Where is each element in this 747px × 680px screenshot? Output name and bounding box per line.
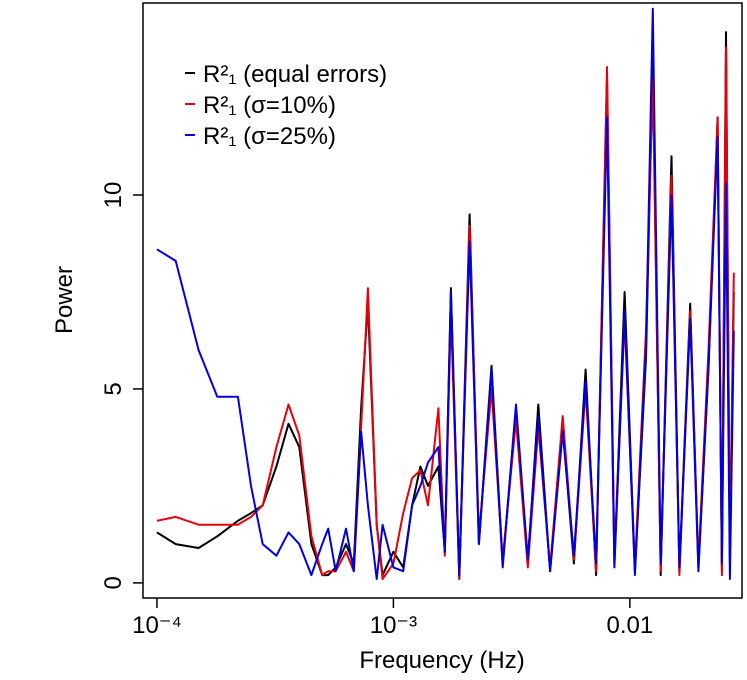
x-axis-label: Frequency (Hz) (359, 647, 524, 674)
legend-label: R²₁ (σ=25%) (203, 123, 336, 150)
x-tick-label: 10⁻⁴ (132, 612, 182, 639)
y-tick-label: 10 (100, 182, 127, 209)
x-tick-label: 10⁻³ (370, 612, 417, 639)
y-axis-label: Power (51, 266, 78, 334)
plot-frame (142, 2, 743, 599)
series-line (156, 7, 735, 580)
legend-label: R²₁ (σ=10%) (203, 92, 336, 119)
x-tick-label: 0.01 (607, 612, 654, 639)
y-tick-label: 0 (100, 576, 127, 589)
legend-label: R²₁ (equal errors) (203, 61, 387, 88)
y-tick-label: 5 (100, 382, 127, 395)
